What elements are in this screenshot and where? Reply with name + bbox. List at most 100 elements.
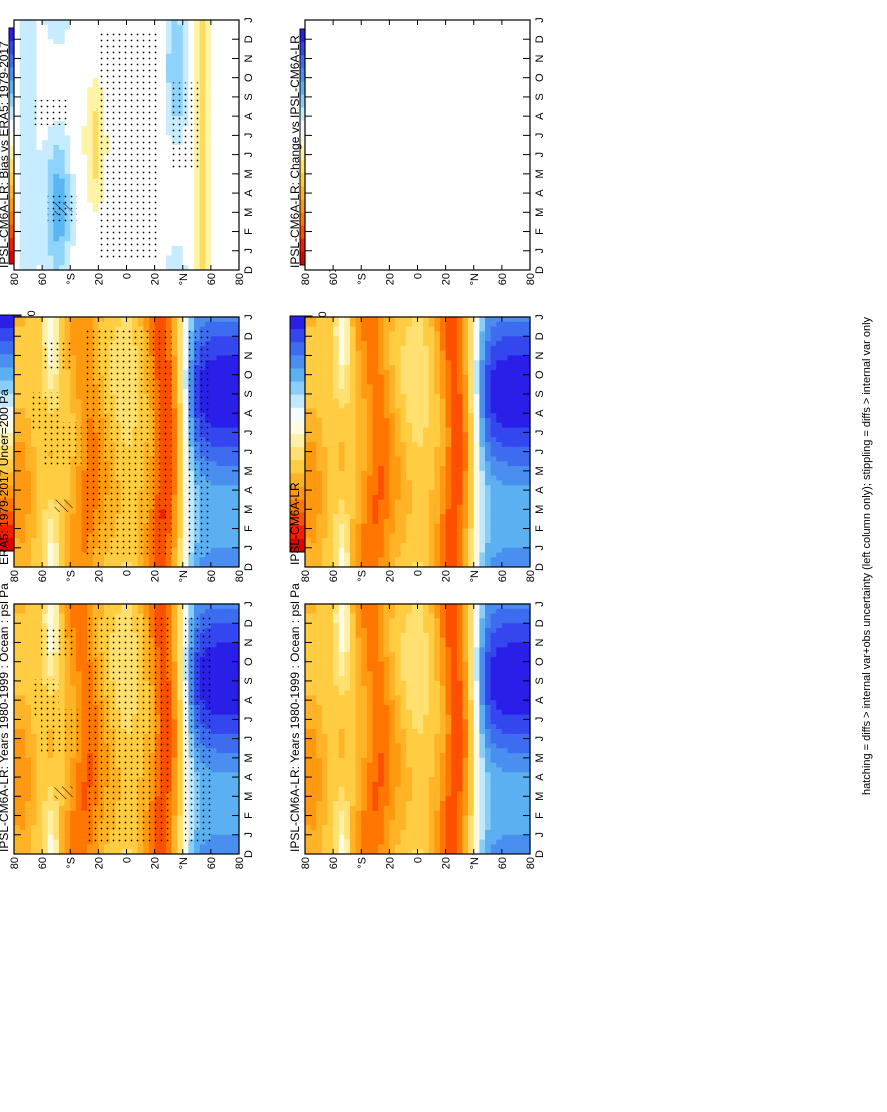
heatmap-cell [468,608,475,614]
heatmap-cell [14,810,21,816]
heatmap-cell [333,824,340,830]
heatmap-cell [25,494,32,500]
heatmap-cell [327,704,334,710]
heatmap-cell [310,709,317,715]
heatmap-cell [383,627,390,633]
heatmap-cell [25,651,32,657]
heatmap-cell [19,795,26,802]
heatmap-cell [75,523,83,529]
heatmap-cell [513,723,520,729]
heatmap-cell [456,819,464,826]
heatmap-cell [64,704,71,710]
heatmap-cell [171,738,178,744]
heatmap-cell [366,689,374,696]
heatmap-cell [216,622,223,629]
heatmap-cell [361,723,368,729]
heatmap-cell [361,704,368,710]
heatmap-cell [389,675,396,681]
heatmap-cell [473,781,480,787]
heatmap-cell [490,646,497,653]
heatmap-cell [30,757,38,763]
heatmap-cell [171,632,178,638]
heatmap-cell [513,766,520,773]
heatmap-cell [344,747,351,754]
heatmap-cell [177,637,184,643]
heatmap-cell [227,800,234,806]
heatmap-cell [47,494,54,500]
heatmap-cell [30,781,38,787]
heatmap-cell [428,622,435,629]
heatmap-cell [456,723,464,729]
heatmap-cell [70,810,77,816]
heatmap-cell [473,651,480,657]
heatmap-cell [36,762,43,768]
heatmap-cell [518,685,525,691]
heatmap-cell [485,689,492,696]
heatmap-cell [316,848,323,854]
heatmap-cell [19,523,26,529]
heatmap-cell [30,665,38,672]
heatmap-cell [451,646,458,653]
heatmap-cell [479,781,486,787]
lat-label: 20 [150,857,162,869]
heatmap-cell [19,838,26,845]
heatmap-cell [423,814,430,821]
heatmap-cell [383,738,390,744]
heatmap-cell [47,523,54,529]
heatmap-cell [383,718,390,725]
heatmap-cell [361,824,368,830]
heatmap-cell [485,824,492,830]
heatmap-cell [451,824,458,830]
heatmap-cell [310,819,317,826]
heatmap-cell [434,814,441,821]
heatmap-cell [222,766,229,773]
heatmap-cell [440,704,447,710]
heatmap-cell [338,810,345,816]
heatmap-cell [30,527,38,534]
heatmap-cell [70,670,77,677]
heatmap-cell [344,617,351,624]
heatmap-cell [47,810,54,816]
heatmap-cell [25,622,32,629]
heatmap-cell [30,494,38,500]
heatmap-cell [227,632,234,638]
heatmap-cell [216,805,223,811]
heatmap-cell [473,632,480,638]
heatmap-cell [19,532,26,539]
heatmap-cell [473,848,480,854]
heatmap-cell [333,694,340,701]
heatmap-cell [216,776,223,782]
heatmap-cell [361,665,368,672]
heatmap-cell [496,713,503,720]
lat-label: 20 [384,857,396,869]
heatmap-cell [479,838,486,845]
heatmap-cell [227,752,234,758]
heatmap-cell [417,742,424,749]
heatmap-cell [445,704,452,710]
heatmap-cell [222,800,229,806]
heatmap-cell [338,627,345,633]
heatmap-cell [366,752,374,758]
heatmap-cell [222,675,229,681]
heatmap-cell [182,556,189,563]
heatmap-cell [338,713,345,720]
heatmap-cell [518,762,525,768]
heatmap-cell [350,670,357,677]
heatmap-cell [216,728,223,734]
heatmap-cell [468,665,475,672]
heatmap-cell [372,713,379,720]
heatmap-cell [59,810,66,816]
heatmap-cell [496,627,503,633]
heatmap-cell [496,829,503,835]
heatmap-cell [473,608,480,614]
heatmap-cell [462,838,469,845]
heatmap-cell [25,810,32,816]
heatmap-cell [30,523,38,529]
heatmap-cell [350,834,357,840]
heatmap-cell [210,561,218,567]
heatmap-cell [182,561,189,567]
heatmap-cell [338,795,345,802]
heatmap-cell [445,819,452,826]
heatmap-cell [47,786,54,792]
heatmap-cell [361,608,368,614]
